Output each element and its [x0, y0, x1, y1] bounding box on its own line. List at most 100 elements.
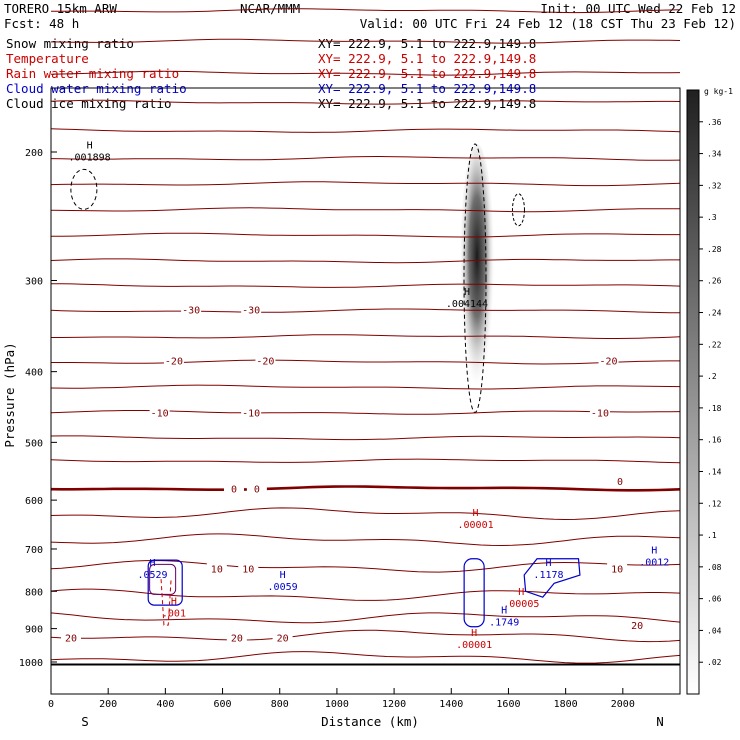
colorbar-tick-label: .02 — [707, 658, 722, 667]
temperature-label-bg — [61, 631, 82, 644]
temperature-contours — [50, 8, 681, 666]
temperature-label-bg — [206, 562, 227, 575]
legend-temperature: Temperature — [6, 51, 89, 66]
axes: 0 200 400 600 800 1000 1200 1400 1600 1800 2000200… — [19, 87, 681, 710]
max-marker-h: H — [473, 508, 479, 519]
temperature-label-bg — [246, 482, 267, 495]
legend-rain-xy: XY= 222.9, 5.1 to 222.9,149.8 — [318, 66, 536, 81]
x-tick-label: 1600 — [496, 699, 520, 710]
colorbar-tick-label: .24 — [707, 309, 722, 318]
snow-contour-small-east — [511, 193, 525, 227]
max-marker-h: H — [471, 628, 477, 639]
temperature-label: -10 — [151, 408, 169, 419]
temperature-contour-line — [50, 533, 681, 547]
temperature-label: -30 — [182, 306, 200, 317]
temperature-contour-line — [51, 283, 681, 288]
colorbar-tick-label: .26 — [707, 277, 722, 286]
y-tick-label: 1000 — [19, 658, 43, 669]
temperature-label: 20 — [65, 633, 77, 644]
snow-shading — [459, 143, 496, 413]
maxima-labels: H.001898H.004144H.00001H.0012H.1178H.052… — [69, 141, 670, 651]
y-tick-label: 800 — [25, 587, 43, 598]
max-marker-h: H — [149, 558, 155, 569]
colorbar-tick-label: .34 — [707, 150, 722, 159]
temperature-contour-line — [50, 181, 681, 187]
y-axis-label: Pressure (hPa) — [2, 342, 17, 447]
temperature-contour-line — [50, 507, 681, 521]
temperature-label: 10 — [211, 565, 223, 576]
temperature-label: 0 — [617, 477, 623, 488]
colorbar-tick-label: .18 — [707, 404, 722, 413]
temperature-label-bg — [241, 303, 262, 316]
temperature-label: 10 — [242, 565, 254, 576]
colorbar-tick-label: .14 — [707, 467, 722, 476]
max-value-label: .0059 — [268, 582, 298, 593]
colorbar-tick-label: .2 — [707, 372, 717, 381]
temperature-label-bg — [589, 406, 610, 419]
temperature-label: 20 — [231, 633, 243, 644]
snow-contour-small — [70, 168, 98, 210]
colorbar-tick-label: .28 — [707, 245, 722, 254]
temperature-contour-line — [50, 384, 681, 390]
temperature-label: -20 — [256, 356, 274, 367]
colorbar-tick-label: .1 — [707, 531, 717, 540]
temperature-contour-line — [50, 458, 681, 464]
colorbar-tick-label: .3 — [707, 213, 717, 222]
temperature-label-bg — [181, 303, 202, 316]
north-endpoint-label: N — [656, 714, 664, 729]
colorbar-tick-label: .36 — [707, 118, 722, 127]
forecast-hour: Fcst: 48 h — [4, 16, 79, 31]
temperature-contour-line — [51, 334, 681, 339]
cloud-water-contour-north — [523, 558, 581, 598]
temperature-contour-line — [50, 128, 681, 133]
legend-snow-xy: XY= 222.9, 5.1 to 222.9,149.8 — [318, 36, 536, 51]
temperature-label: -20 — [165, 356, 183, 367]
temperature-contour-line — [50, 38, 681, 44]
temperature-contour-line — [50, 588, 681, 601]
rain-contour — [160, 579, 172, 626]
colorbar: .02 .04 .06 .08 .1 .12 .14 .16 .18 .2 .22 .24 .26 .28… — [686, 89, 722, 695]
temperature-contour-line — [50, 485, 681, 492]
temperature-label: 20 — [631, 621, 643, 632]
temperature-contour-line — [50, 155, 681, 161]
colorbar-tick-label: .06 — [707, 595, 722, 604]
max-marker-h: H — [651, 545, 657, 556]
temperature-label: 0 — [254, 484, 260, 495]
temperature-label-bg — [272, 631, 293, 644]
legend-cloud-ice: Cloud ice mixing ratio — [6, 96, 172, 111]
y-tick-label: 300 — [25, 276, 43, 287]
temperature-label: 10 — [611, 565, 623, 576]
colorbar-tick-label: .32 — [707, 181, 722, 190]
temperature-contour-line — [50, 8, 681, 14]
snow-shading-core — [459, 143, 496, 413]
colorbar-tick-label: .12 — [707, 499, 722, 508]
colorbar-ramp — [686, 89, 700, 695]
init-time: Init: 00 UTC Wed 22 Feb 12 — [540, 1, 736, 16]
max-marker-h: H — [501, 605, 507, 616]
x-tick-label: 1200 — [382, 699, 406, 710]
y-tick-label: 200 — [25, 148, 43, 159]
moisture-contours — [70, 168, 581, 628]
plot-frame — [50, 87, 681, 695]
temperature-contour-line — [50, 70, 681, 76]
colorbar-tick-label: .22 — [707, 340, 722, 349]
max-marker-h: H — [87, 141, 93, 152]
x-tick-label: 800 — [271, 699, 289, 710]
temperature-contour-line — [50, 258, 680, 264]
temperature-label: -10 — [591, 408, 609, 419]
legend-snow: Snow mixing ratio — [6, 36, 134, 51]
x-tick-label: 1800 — [554, 699, 578, 710]
max-value-label: .00001 — [456, 640, 492, 651]
temperature-contour-line — [51, 232, 680, 238]
south-endpoint-label: S — [81, 714, 89, 729]
y-tick-label: 500 — [25, 438, 43, 449]
max-marker-h: H — [171, 596, 177, 607]
temperature-label-bg — [598, 354, 619, 367]
model-title: TORERO 15km ARW — [4, 1, 117, 16]
cloud-water-contour-inner — [149, 563, 177, 595]
temperature-contour-line — [50, 651, 681, 664]
temperature-label: 20 — [277, 633, 289, 644]
max-marker-h: H — [464, 287, 470, 298]
temperature-label: -30 — [242, 306, 260, 317]
